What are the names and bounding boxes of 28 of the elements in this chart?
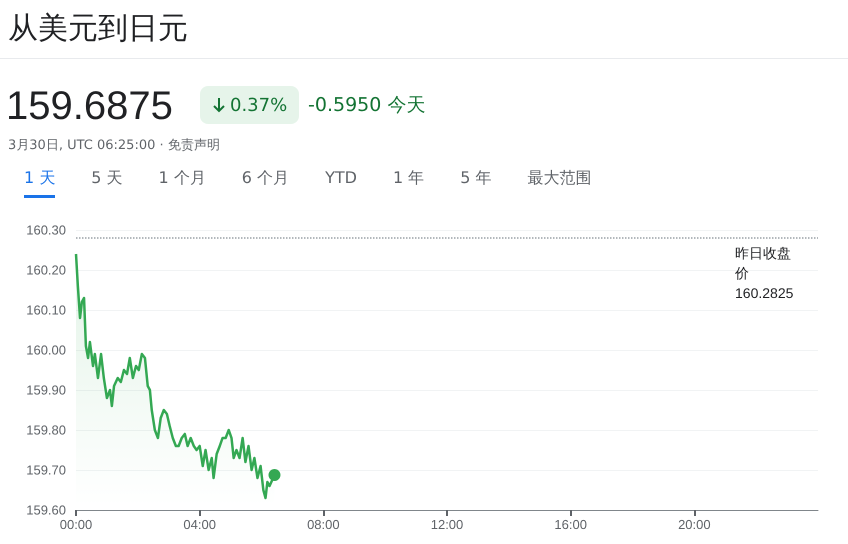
text: YTD <box>325 168 357 189</box>
y-tick-label: 160.10 <box>26 302 66 318</box>
y-tick-label: 159.60 <box>26 502 66 518</box>
text: 0.37% <box>230 94 288 116</box>
y-tick-label: 159.80 <box>26 422 66 438</box>
text: 5 年 <box>460 168 492 189</box>
text: 1 年 <box>392 168 424 189</box>
text: 1 天 <box>24 168 56 198</box>
chart-title: 从美元到日元 <box>8 10 188 48</box>
x-tick-label: 16:00 <box>554 517 587 532</box>
x-tick-label: 04:00 <box>183 517 216 532</box>
ref-line-label: 昨日收盘价 160.2825 <box>734 245 794 301</box>
x-tick-label: 08:00 <box>307 517 340 532</box>
text: 3月30日, UTC 06:25:00 · 免责声明 <box>8 137 220 154</box>
chart-subtitle: 159.6875 <box>6 84 173 129</box>
y-tick-label: 159.70 <box>26 462 66 478</box>
text: -0.5950 今天 <box>308 93 426 118</box>
y-tick-label: 160.30 <box>26 222 66 238</box>
text: 最大范围 <box>527 168 592 189</box>
text: 6 个月 <box>242 168 290 189</box>
x-tick-label: 20:00 <box>678 517 711 532</box>
y-tick-label: 160.20 <box>26 262 66 278</box>
x-tick-label: 00:00 <box>60 517 92 532</box>
text: 1 个月 <box>158 168 206 189</box>
y-tick-label: 160.00 <box>26 342 66 358</box>
text: 5 天 <box>91 168 123 189</box>
y-tick-label: 159.90 <box>26 382 66 398</box>
x-tick-label: 12:00 <box>430 517 464 532</box>
